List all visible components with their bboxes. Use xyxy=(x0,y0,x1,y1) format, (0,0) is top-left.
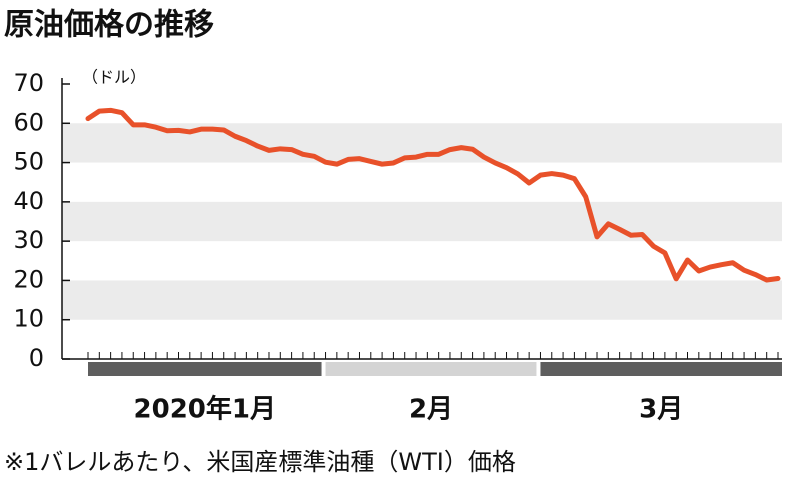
x-tick-label: 2020年1月 xyxy=(134,394,276,425)
y-unit: （ドル） xyxy=(82,68,146,87)
month-bar xyxy=(325,362,537,376)
x-tick-label: 3月 xyxy=(639,395,683,425)
footnote: ※1バレルあたり、米国産標準油種（WTI）価格 xyxy=(4,448,516,476)
y-tick-label: 30 xyxy=(13,226,44,254)
grid-band xyxy=(62,280,782,320)
grid-band xyxy=(62,201,782,242)
x-tick-label: 2月 xyxy=(409,395,453,425)
month-bar xyxy=(540,362,782,376)
month-bar xyxy=(88,362,322,376)
y-tick-label: 20 xyxy=(13,265,44,293)
y-tick-label: 0 xyxy=(29,344,44,372)
y-tick-label: 70 xyxy=(13,69,44,97)
chart-title: 原油価格の推移 xyxy=(4,8,214,43)
y-tick-label: 50 xyxy=(13,148,44,176)
y-tick-label: 40 xyxy=(13,187,44,215)
y-tick-label: 60 xyxy=(13,108,44,136)
y-tick-label: 10 xyxy=(13,305,44,333)
price-line xyxy=(85,107,781,283)
